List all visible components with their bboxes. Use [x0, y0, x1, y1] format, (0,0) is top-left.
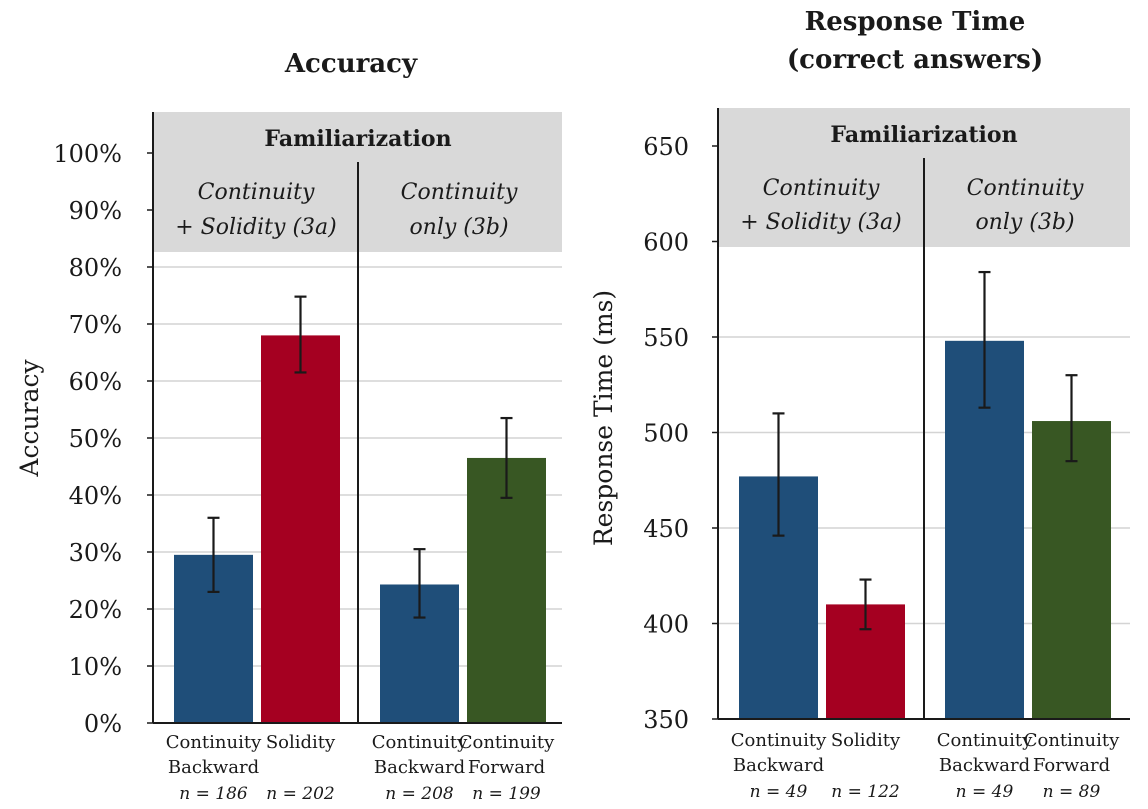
category-label-line1: Continuity: [372, 732, 468, 753]
y-tick-label: 100%: [53, 140, 122, 168]
y-tick-label: 350: [643, 706, 689, 734]
y-tick-label: 600: [643, 229, 689, 257]
y-tick-label: 10%: [69, 653, 122, 681]
y-tick-label: 50%: [69, 425, 122, 453]
y-tick-labels: 0% 10% 20% 30% 40% 50% 60% 70% 80% 90% 100%: [53, 140, 153, 738]
category-label-line2: Backward: [733, 755, 824, 776]
sample-size-label: n = 49: [750, 782, 808, 802]
sample-size-label: n = 89: [1043, 782, 1101, 802]
y-tick-label: 20%: [69, 596, 122, 624]
group-label-3b-line2: only (3b): [975, 210, 1074, 235]
y-tick-label: 650: [643, 133, 689, 161]
sample-size-label: n = 199: [472, 784, 541, 804]
y-tick-label: 0%: [84, 710, 122, 738]
sample-size-label: n = 49: [956, 782, 1014, 802]
y-tick-label: 60%: [69, 368, 122, 396]
y-tick-label: 70%: [69, 311, 122, 339]
y-tick-label: 450: [643, 515, 689, 543]
y-tick-label: 550: [643, 324, 689, 352]
y-tick-label: 40%: [69, 482, 122, 510]
bars: [174, 335, 546, 723]
category-label-line2: Backward: [168, 757, 259, 778]
response-time-chart: Response Time (correct answers) Response…: [589, 7, 1130, 802]
bar: [467, 457, 546, 723]
category-label-line2: Backward: [939, 755, 1030, 776]
axes: [717, 108, 1130, 720]
y-tick-label: 80%: [69, 254, 122, 282]
y-tick-label: 500: [643, 420, 689, 448]
group-label-3b-line2: only (3b): [409, 215, 508, 240]
category-label-line2: Forward: [1033, 755, 1110, 776]
category-label-line2: Backward: [374, 757, 465, 778]
category-label-line1: Continuity: [459, 732, 555, 753]
error-bars: [207, 295, 513, 619]
category-label-line1: Continuity: [166, 732, 262, 753]
group-label-3b-line1: Continuity: [967, 176, 1084, 201]
group-label-3a-line1: Continuity: [198, 180, 315, 205]
sample-size-label: n = 208: [385, 784, 454, 804]
category-label-line1: Solidity: [831, 730, 901, 751]
category-label-line1: Solidity: [266, 732, 336, 753]
group-label-3a-line2: + Solidity (3a): [175, 215, 336, 240]
y-axis-label: Response Time (ms): [589, 290, 618, 546]
y-tick-label: 400: [643, 611, 689, 639]
y-tick-label: 90%: [69, 197, 122, 225]
error-bars: [772, 270, 1078, 631]
bar: [261, 335, 340, 723]
category-label-line1: Continuity: [731, 730, 827, 751]
sample-size-label: n = 202: [266, 784, 334, 804]
y-axis-label: Accuracy: [15, 359, 44, 478]
y-tick-labels: 350 400 450 500 550 600 650: [643, 133, 718, 734]
y-tick-label: 30%: [69, 539, 122, 567]
chart-title-line2: (correct answers): [787, 45, 1043, 75]
category-labels: Continuity Backward n = 49 Solidity n = 122 C…: [731, 730, 1120, 802]
band-title: Familiarization: [264, 126, 451, 152]
chart-title: Accuracy: [284, 49, 418, 79]
sample-size-label: n = 186: [179, 784, 248, 804]
category-label-line1: Continuity: [1024, 730, 1120, 751]
band-title: Familiarization: [830, 122, 1017, 148]
category-labels: Continuity Backward n = 186 Solidity n = 202…: [166, 732, 555, 804]
sample-size-label: n = 122: [831, 782, 899, 802]
chart-title-line1: Response Time: [805, 7, 1026, 37]
bar: [1032, 421, 1111, 719]
group-label-3a-line2: + Solidity (3a): [740, 210, 901, 235]
group-label-3a-line1: Continuity: [763, 176, 880, 201]
category-label-line1: Continuity: [937, 730, 1033, 751]
axes: [152, 112, 562, 724]
group-label-3b-line1: Continuity: [401, 180, 518, 205]
category-label-line2: Forward: [468, 757, 545, 778]
accuracy-chart: Accuracy Accuracy Familiarization Contin…: [15, 49, 562, 804]
